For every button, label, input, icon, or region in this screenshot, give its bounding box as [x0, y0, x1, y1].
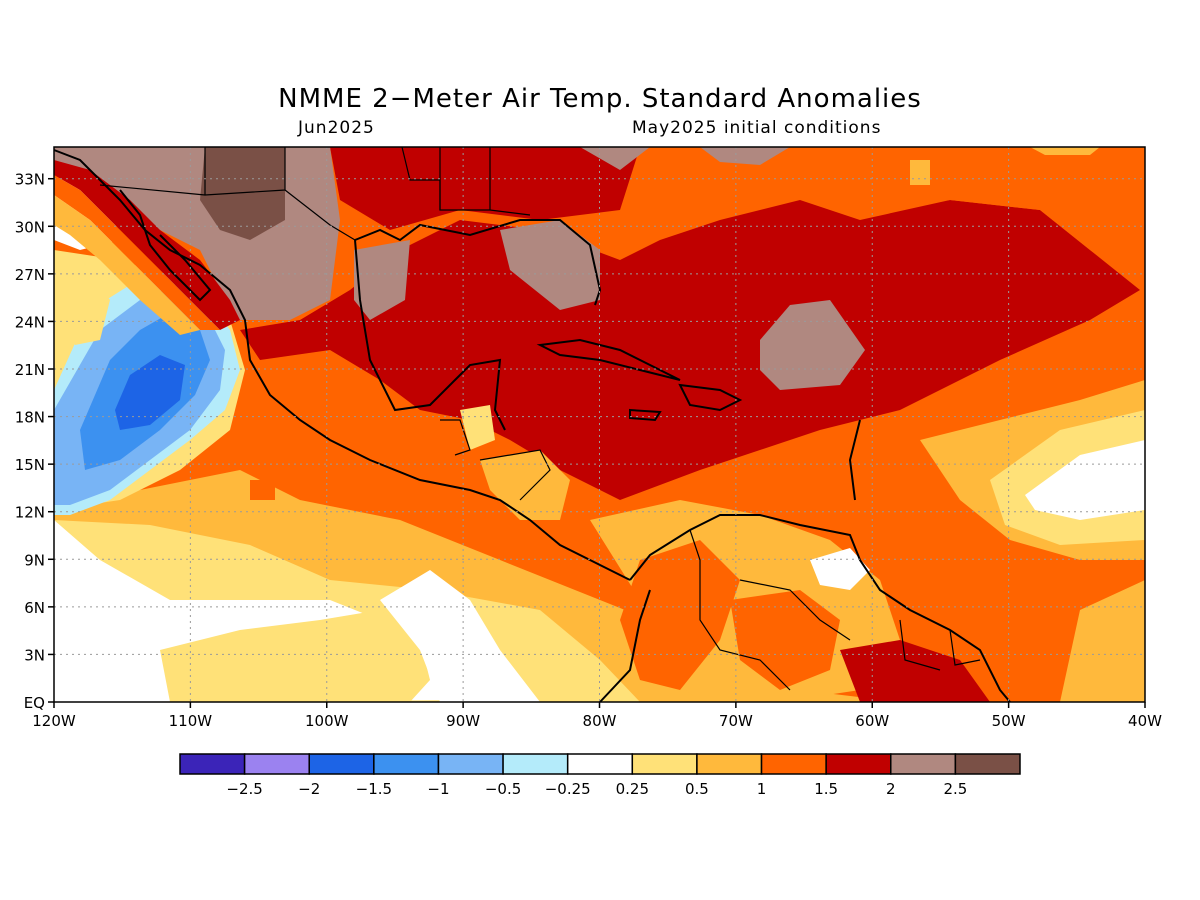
forecast-month: Jun2025 — [298, 118, 375, 138]
legend-swatch — [373, 753, 440, 775]
lon-tick-label: 40W — [1128, 712, 1162, 730]
legend-label: −2.5 — [226, 780, 262, 798]
legend-label: 1 — [757, 780, 767, 798]
lon-tick-label: 110W — [169, 712, 213, 730]
lon-tick-label: 80W — [583, 712, 617, 730]
legend-label: −0.5 — [485, 780, 521, 798]
anomaly-field — [54, 147, 1145, 702]
lat-tick-label: 18N — [15, 409, 45, 427]
lat-tick-label: 21N — [15, 361, 45, 379]
legend-swatch — [502, 753, 569, 775]
lat-tick-label: 33N — [15, 171, 45, 189]
legend-swatch — [825, 753, 892, 775]
legend-label: 2.5 — [943, 780, 967, 798]
legend-label: 2 — [886, 780, 896, 798]
legend-swatch — [437, 753, 504, 775]
coastlines — [53, 149, 1011, 703]
legend-label: −0.25 — [545, 780, 591, 798]
legend-swatch — [696, 753, 763, 775]
color-legend: −2.5 −2 −1.5 −1 −0.5 −0.25 0.25 0.5 1 1.5 2 2.5 — [179, 753, 1021, 798]
legend-label: −2 — [298, 780, 320, 798]
lon-tick-label: 120W — [32, 712, 76, 730]
lat-tick-label: EQ — [24, 694, 45, 712]
legend-label: 0.5 — [685, 780, 709, 798]
graticule — [54, 147, 1145, 702]
lat-tick-label: 24N — [15, 313, 45, 331]
legend-label: 1.5 — [814, 780, 838, 798]
legend-swatch — [954, 753, 1021, 775]
lat-tick-label: 3N — [24, 646, 45, 664]
lon-tick-label: 100W — [305, 712, 349, 730]
legend-swatch — [308, 753, 375, 775]
legend-swatch — [631, 753, 698, 775]
lon-tick-label: 60W — [855, 712, 889, 730]
legend-swatch — [760, 753, 827, 775]
lon-tick-label: 50W — [992, 712, 1026, 730]
legend-swatch — [566, 753, 634, 775]
country-borders — [99, 146, 981, 691]
lat-tick-label: 15N — [15, 456, 45, 474]
lon-tick-label: 90W — [446, 712, 480, 730]
legend-swatch — [179, 753, 246, 775]
legend-label: −1.5 — [356, 780, 392, 798]
legend-swatch — [243, 753, 310, 775]
legend-label: 0.25 — [616, 780, 649, 798]
map-title: NMME 2−Meter Air Temp. Standard Anomalie… — [278, 84, 922, 114]
legend-label: −1 — [427, 780, 449, 798]
lon-tick-label: 70W — [719, 712, 753, 730]
lat-tick-label: 12N — [15, 504, 45, 522]
initial-conditions-label: May2025 initial conditions — [632, 118, 882, 138]
lat-tick-label: 30N — [15, 218, 45, 236]
lat-tick-label: 6N — [24, 599, 45, 617]
lat-tick-label: 27N — [15, 266, 45, 284]
legend-swatch — [890, 753, 957, 775]
lat-tick-label: 9N — [24, 551, 45, 569]
